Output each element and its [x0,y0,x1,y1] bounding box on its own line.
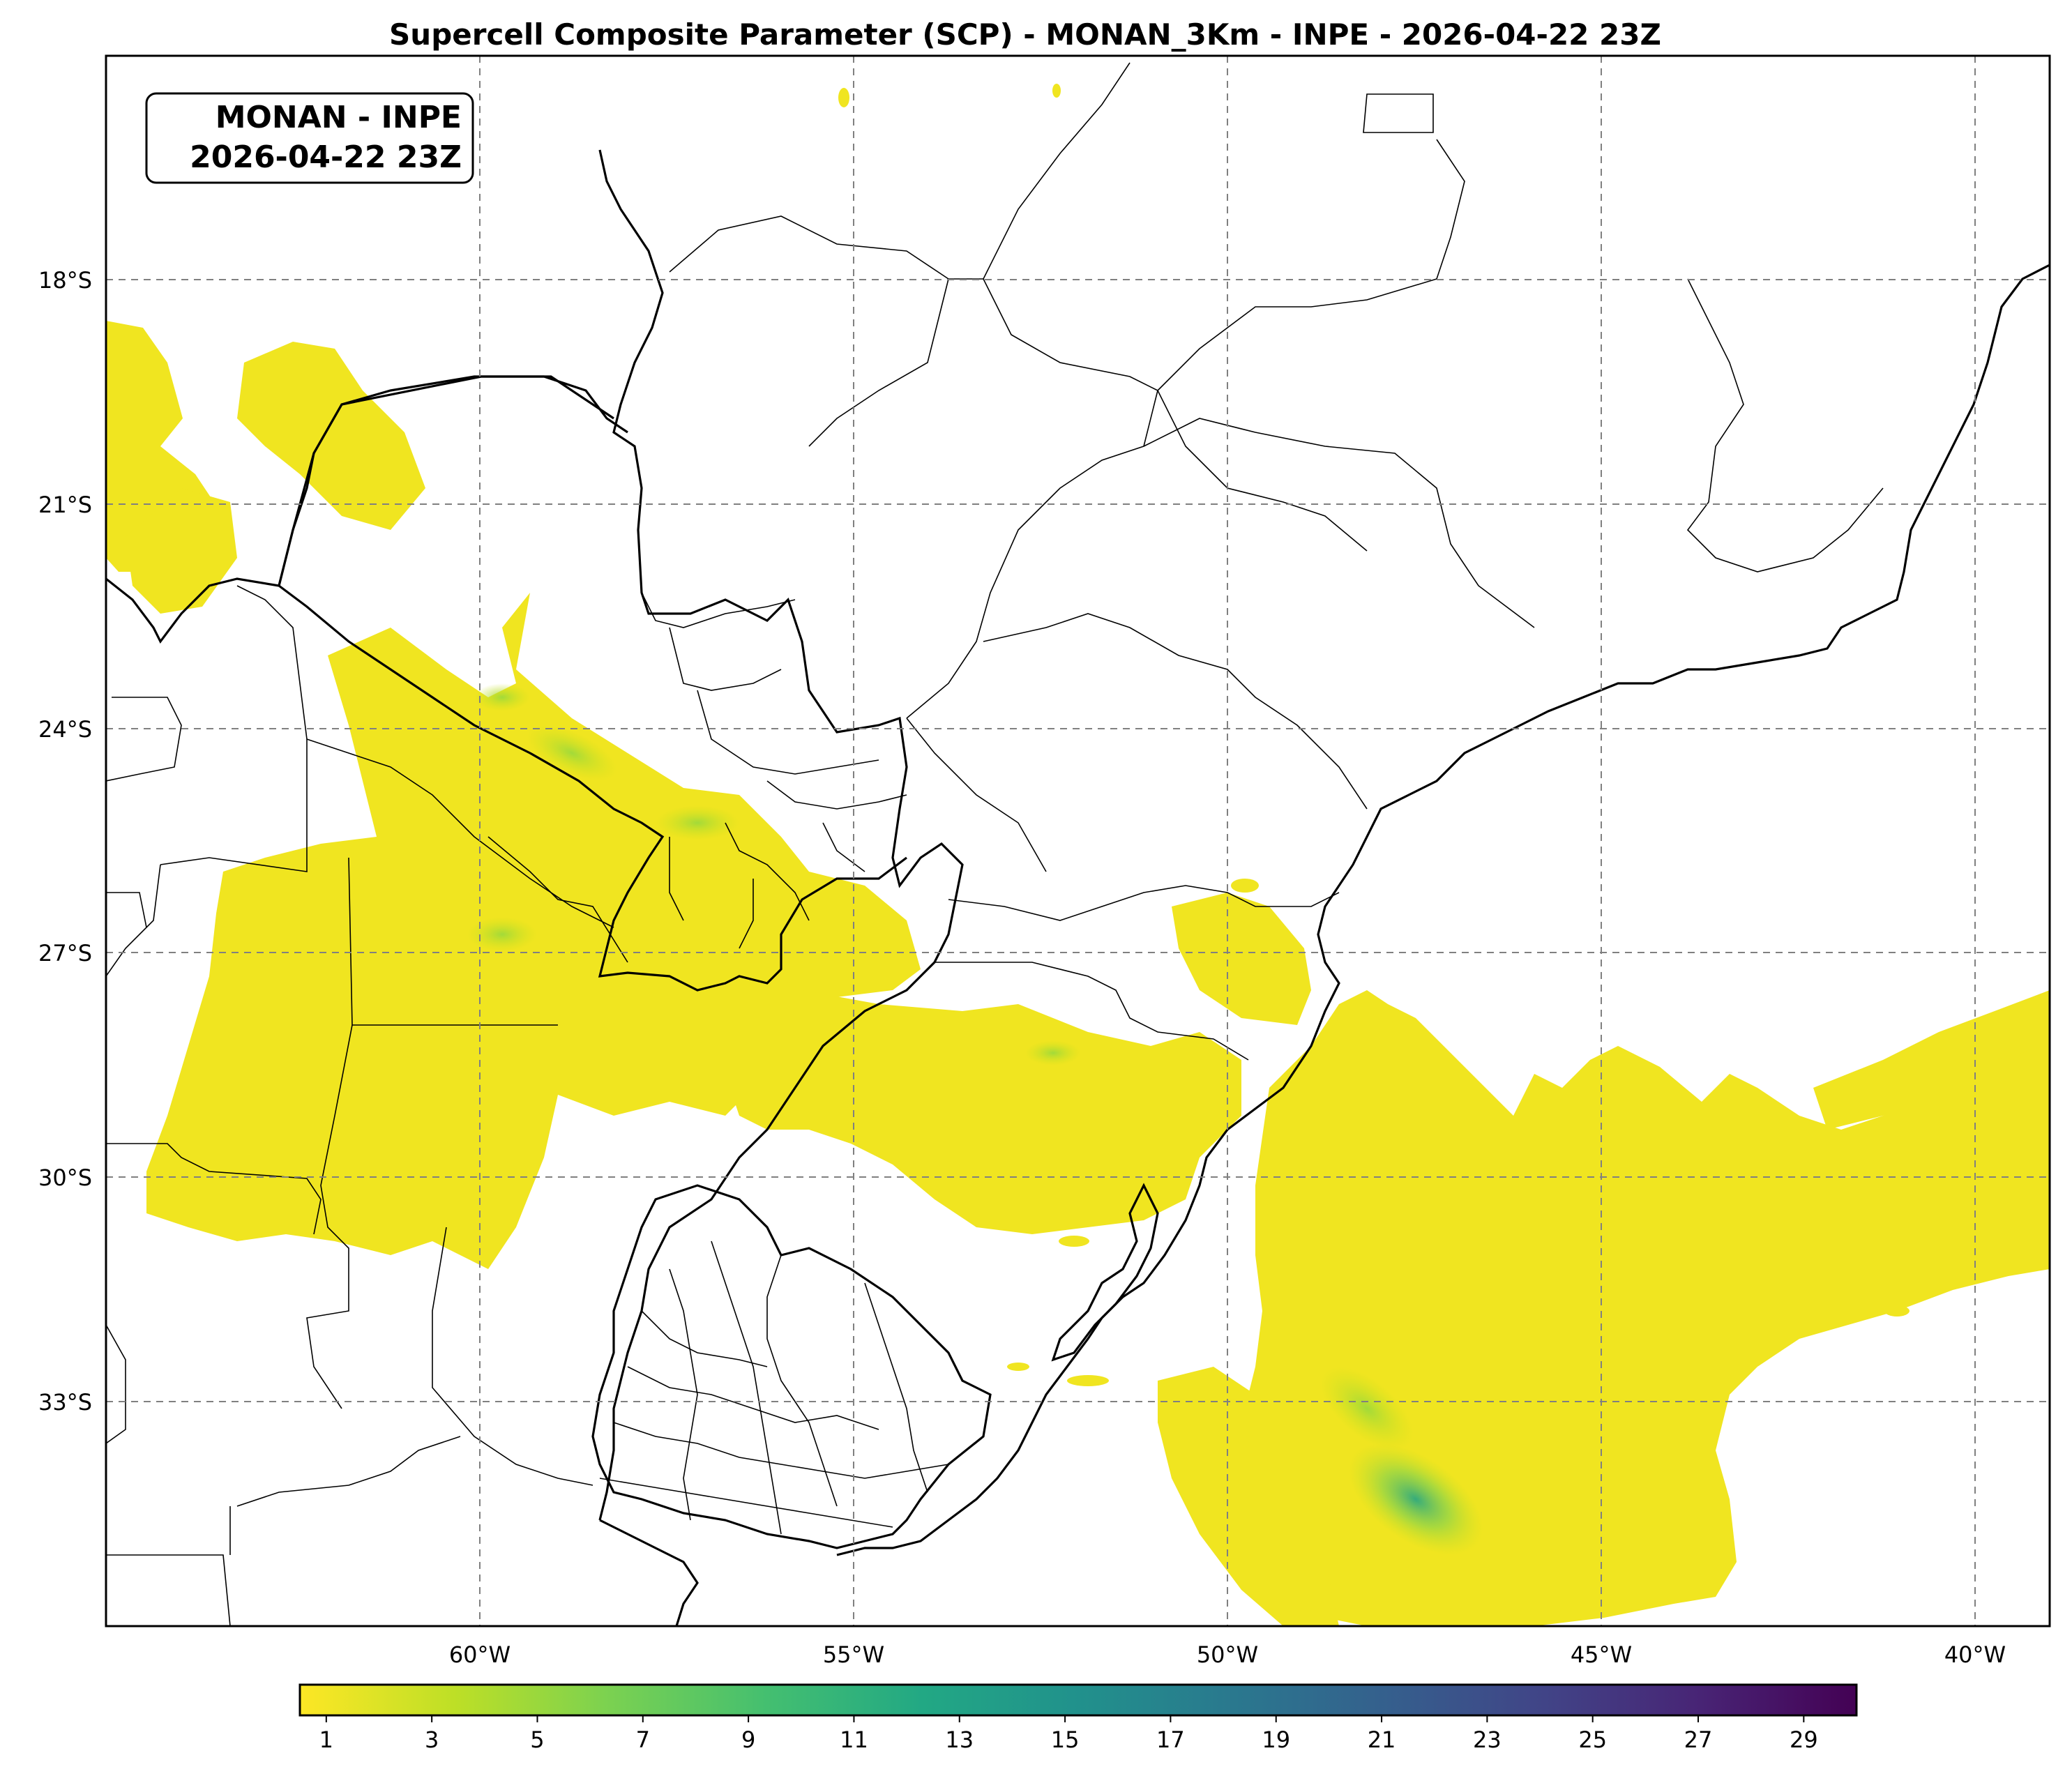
map-content [106,56,2050,1626]
lat-tick-labels: 18°S 21°S 24°S 27°S 30°S 33°S [38,267,92,1416]
scp-speck [1884,1305,1910,1317]
colorbar-tick-label: 21 [1368,1727,1396,1753]
lon-tick-label: 55°W [823,1641,884,1668]
colorbar-tick-label: 27 [1684,1727,1713,1753]
brazil-coastline [836,264,2050,1556]
gridlines [106,56,2050,1626]
lat-tick-label: 30°S [38,1164,92,1191]
scp-hotspot-argentina [467,917,537,952]
scp-hotspot-paraguay [527,724,617,782]
scp-speck [1059,1236,1089,1247]
scp-patch-northwest-2 [237,342,425,530]
scp-patch-northwest-3 [126,488,237,614]
colorbar-tick-label: 23 [1473,1727,1502,1753]
scp-speck [1052,84,1061,98]
colorbar: 1 3 5 7 9 11 13 15 17 19 21 23 25 27 29 [298,1683,1858,1753]
colorbar-ticks: 1 3 5 7 9 11 13 15 17 19 21 23 25 27 29 [319,1715,1818,1753]
info-box-line1: MONAN - INPE [215,100,462,135]
country-borders [106,149,2050,1626]
colorbar-tick-label: 7 [636,1727,650,1753]
colorbar-tick-label: 9 [741,1727,755,1753]
scp-patch-south-brazil [697,962,1241,1234]
scp-field [106,84,2050,1626]
colorbar-tick-label: 3 [425,1727,439,1753]
scp-patch-ocean-east [1813,990,2050,1130]
scp-speck [1067,1375,1109,1386]
lon-tick-labels: 60°W 55°W 50°W 45°W 40°W [449,1641,2006,1668]
scp-hotspots [467,683,1483,1555]
paraguay-border [278,584,907,992]
paraguay-north-border [278,375,628,586]
lon-tick-label: 45°W [1571,1641,1632,1668]
brazil-west-border [598,149,964,1521]
colorbar-tick-label: 15 [1051,1727,1080,1753]
chart-title: Supercell Composite Parameter (SCP) - MO… [389,17,1661,52]
lat-tick-label: 27°S [38,940,92,966]
scp-speck [1007,1363,1029,1371]
scp-speck [1231,879,1259,893]
colorbar-tick-label: 17 [1156,1727,1185,1753]
map-frame [105,54,2051,1628]
scp-hotspot-misiones [656,805,739,840]
state-borders [106,62,1884,1626]
lat-tick-label: 33°S [38,1389,92,1416]
lon-tick-label: 50°W [1197,1641,1258,1668]
lon-tick-label: 60°W [449,1641,511,1668]
scp-patch-ocean-south [1158,1367,1339,1626]
colorbar-tick-label: 13 [945,1727,974,1753]
rio-de-la-plata [599,1519,699,1626]
lagoa-dos-patos [1051,1183,1159,1362]
scp-hotspot-south-atlantic [1348,1443,1483,1555]
info-box: MONAN - INPE 2026-04-22 23Z [145,92,474,184]
scp-patch-south-brazil-2 [1172,893,1311,1025]
bolivia-border [278,375,614,586]
scp-hotspot-rs [1025,1040,1081,1065]
colorbar-tick-label: 1 [319,1727,333,1753]
scp-speck [838,88,849,107]
scp-hotspot-paraguay-2 [474,683,530,711]
info-box-line2: 2026-04-22 23Z [190,139,462,175]
colorbar-tick-label: 11 [840,1727,868,1753]
lat-tick-label: 18°S [38,267,92,294]
lon-tick-label: 40°W [1944,1641,2006,1668]
uruguay-border [591,1184,992,1549]
scp-hotspot-south-atlantic-2 [1320,1367,1414,1450]
scp-patch-ocean [1241,990,2050,1626]
lat-tick-label: 21°S [38,492,92,518]
colorbar-tick-label: 29 [1790,1727,1818,1753]
colorbar-tick-label: 5 [530,1727,544,1753]
northwest-border [106,577,280,644]
colorbar-tick-label: 25 [1578,1727,1607,1753]
colorbar-gradient [298,1683,1858,1717]
colorbar-tick-label: 19 [1262,1727,1290,1753]
lat-tick-label: 24°S [38,716,92,743]
info-box-frame [145,92,474,184]
